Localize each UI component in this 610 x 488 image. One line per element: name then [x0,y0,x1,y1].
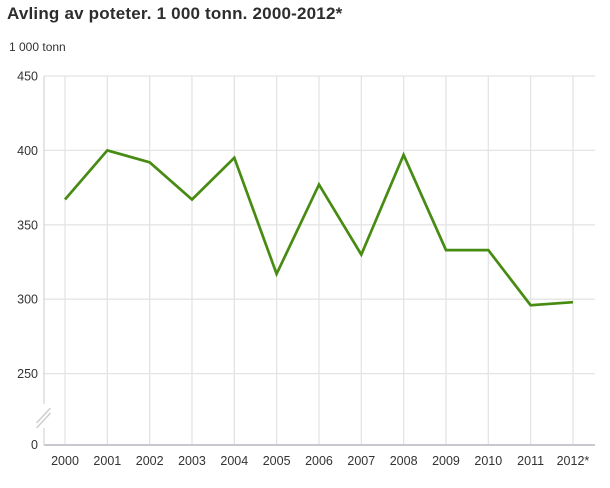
y-tick-label: 250 [17,367,38,381]
axis-break-icon [35,412,52,429]
x-tick-label: 2005 [263,454,291,468]
x-tick-label: 2002 [136,454,164,468]
x-tick-label: 2009 [432,454,460,468]
x-tick-label: 2001 [93,454,121,468]
y-tick-label: 400 [17,144,38,158]
x-tick-label: 2006 [305,454,333,468]
y-tick-label: 0 [31,438,38,452]
x-tick-label: 2012* [557,454,590,468]
x-tick-label: 2010 [474,454,502,468]
data-line-series [63,148,574,307]
x-tick-label: 2011 [517,454,544,468]
x-tick-label: 2008 [390,454,418,468]
y-tick-label: 450 [17,70,38,84]
x-tick-label: 2003 [178,454,206,468]
chart-title: Avling av poteter. 1 000 tonn. 2000-2012… [7,4,343,23]
x-tick-label: 2000 [51,454,79,468]
y-tick-label: 350 [17,218,38,232]
y-tick-label: 300 [17,293,38,307]
y-axis-unit-label: 1 000 tonn [9,40,66,54]
x-tick-label: 2007 [347,454,375,468]
axis-break-icon [35,407,52,424]
x-tick-label: 2004 [220,454,248,468]
